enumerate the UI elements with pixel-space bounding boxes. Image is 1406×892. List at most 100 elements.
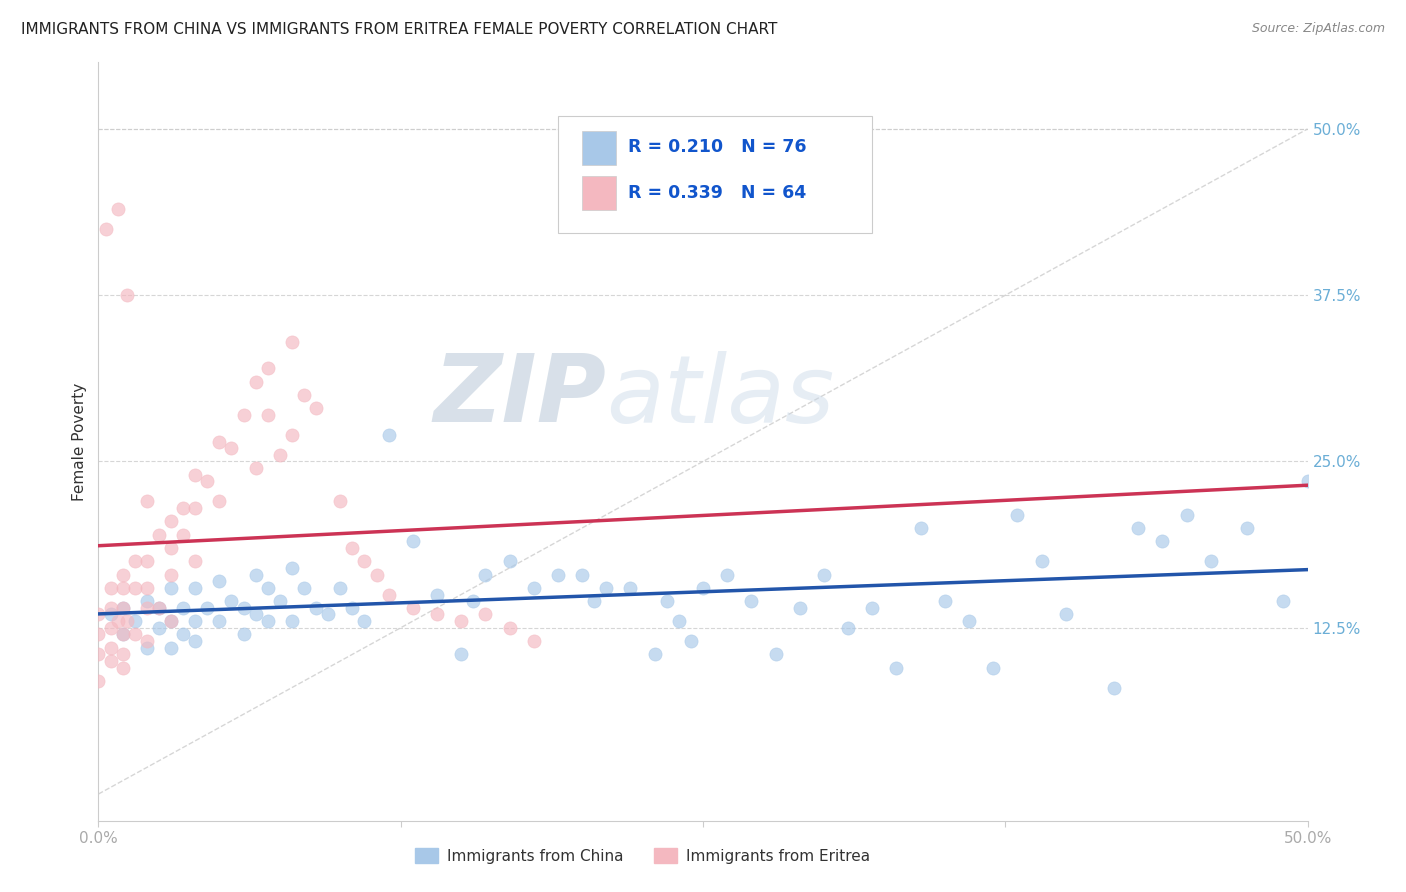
Point [184,554,207,568]
Point [232,627,254,641]
Text: IMMIGRANTS FROM CHINA VS IMMIGRANTS FROM ERITREA FEMALE POVERTY CORRELATION CHAR: IMMIGRANTS FROM CHINA VS IMMIGRANTS FROM… [21,22,778,37]
Point [789,600,811,615]
Text: Source: ZipAtlas.com: Source: ZipAtlas.com [1251,22,1385,36]
Point [245,607,267,622]
Point [583,594,606,608]
Point [100,581,122,595]
Point [232,408,254,422]
Point [87,607,110,622]
Point [208,494,231,508]
Text: ZIP: ZIP [433,350,606,442]
Point [474,567,496,582]
Point [716,567,738,582]
Point [547,567,569,582]
Point [111,661,134,675]
Point [765,648,787,662]
Point [1007,508,1029,522]
Point [353,554,375,568]
Point [135,640,157,655]
Point [208,614,231,628]
Point [450,648,472,662]
Point [100,607,122,622]
Point [269,594,291,608]
Point [160,640,183,655]
Point [111,627,134,641]
Point [292,581,315,595]
Point [740,594,762,608]
Point [184,467,207,482]
Point [135,581,157,595]
Point [292,388,315,402]
Point [195,475,218,489]
Point [184,501,207,516]
Y-axis label: Female Poverty: Female Poverty [72,383,87,500]
Point [1152,534,1174,549]
Point [305,401,328,416]
Point [281,561,304,575]
Point [269,448,291,462]
Point [329,581,352,595]
Point [160,581,183,595]
Point [281,428,304,442]
Point [87,648,110,662]
Point [523,581,546,595]
Point [571,567,593,582]
Point [245,375,267,389]
Point [160,614,183,628]
Point [111,600,134,615]
Point [342,600,364,615]
Point [148,600,170,615]
FancyBboxPatch shape [582,176,616,211]
Point [668,614,690,628]
Point [329,494,352,508]
Point [316,607,339,622]
Point [111,581,134,595]
Point [813,567,835,582]
Point [256,408,278,422]
Point [305,600,328,615]
Point [208,574,231,589]
Point [860,600,883,615]
Point [1102,681,1125,695]
Legend: Immigrants from China, Immigrants from Eritrea: Immigrants from China, Immigrants from E… [409,842,876,870]
Point [195,600,218,615]
Point [450,614,472,628]
Point [837,621,859,635]
Point [124,614,146,628]
Point [124,554,146,568]
Point [221,594,243,608]
Point [124,627,146,641]
Point [135,600,157,615]
Point [281,334,304,349]
Point [111,600,134,615]
Point [107,202,129,216]
Point [160,541,183,555]
Point [595,581,617,595]
Point [135,634,157,648]
Point [523,634,546,648]
FancyBboxPatch shape [582,130,616,165]
Point [232,600,254,615]
Point [1199,554,1222,568]
Point [160,567,183,582]
Point [221,441,243,455]
Point [402,534,425,549]
Point [124,581,146,595]
Point [245,461,267,475]
Point [172,501,194,516]
Point [281,614,304,628]
Point [957,614,980,628]
Point [692,581,714,595]
Point [100,600,122,615]
Point [100,621,122,635]
Point [172,527,194,541]
Point [353,614,375,628]
Point [94,221,117,235]
Point [160,514,183,528]
Point [111,648,134,662]
Point [117,614,139,628]
Point [498,621,520,635]
Point [1296,475,1319,489]
Point [886,661,908,675]
Point [342,541,364,555]
